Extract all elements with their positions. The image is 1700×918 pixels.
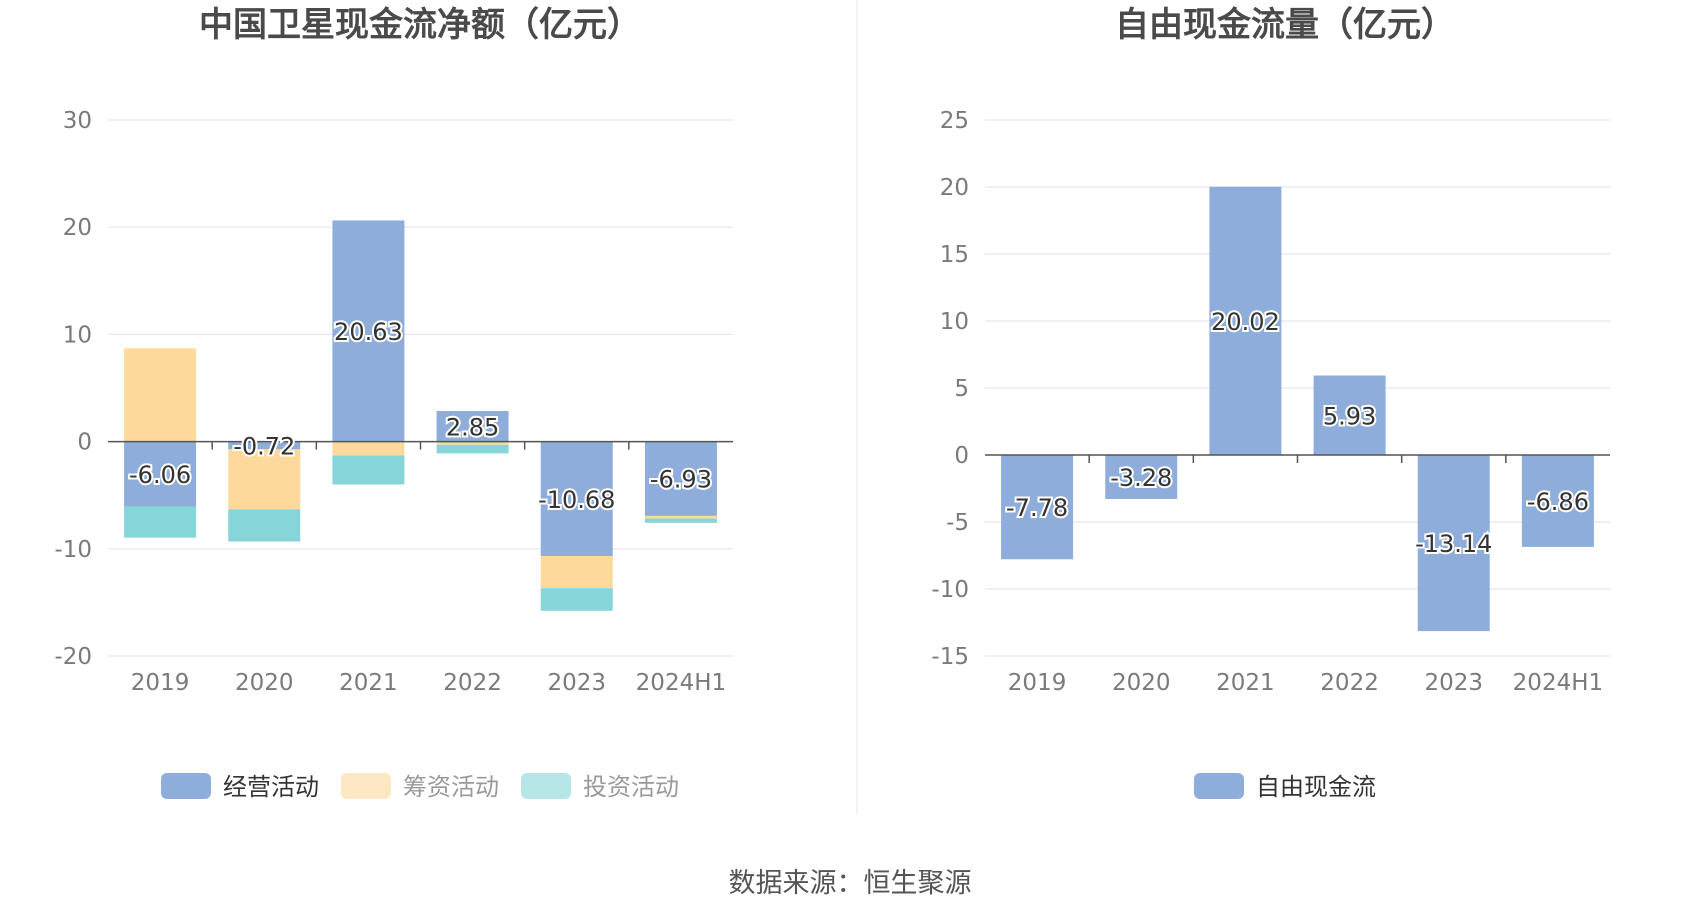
data-label: -3.28 bbox=[1110, 464, 1172, 492]
y-tick-label: 20 bbox=[940, 175, 969, 201]
x-tick-label: 2021 bbox=[1216, 670, 1275, 696]
legend-label-自由现金流[interactable]: 自由现金流 bbox=[1256, 773, 1376, 801]
data-label: -6.06 bbox=[129, 461, 191, 489]
bar-投资活动-2021[interactable] bbox=[332, 455, 405, 485]
bar-自由现金流-2024H1[interactable] bbox=[1521, 455, 1594, 547]
bar-筹资活动-2023[interactable] bbox=[540, 556, 613, 589]
data-label: 20.63 bbox=[334, 318, 403, 346]
y-tick-label: 5 bbox=[954, 376, 969, 402]
y-tick-label: 15 bbox=[940, 242, 969, 268]
y-tick-label: -10 bbox=[931, 577, 969, 603]
legend-swatch-筹资活动[interactable] bbox=[341, 773, 391, 799]
y-tick-label: -15 bbox=[931, 644, 969, 670]
bar-自由现金流-2023[interactable] bbox=[1417, 455, 1490, 632]
x-tick-label: 2024H1 bbox=[1513, 670, 1603, 696]
bar-投资活动-2022[interactable] bbox=[436, 444, 509, 454]
data-label: 5.93 bbox=[1323, 402, 1376, 430]
y-tick-label: 20 bbox=[63, 215, 92, 241]
data-label: -7.78 bbox=[1006, 494, 1068, 522]
bar-自由现金流-2020[interactable] bbox=[1105, 455, 1178, 499]
x-tick-label: 2024H1 bbox=[636, 670, 726, 696]
legend-label-经营活动[interactable]: 经营活动 bbox=[223, 773, 319, 801]
bar-经营活动-2019[interactable] bbox=[124, 441, 197, 507]
bar-筹资活动-2019[interactable] bbox=[124, 348, 197, 442]
x-tick-label: 2023 bbox=[547, 670, 606, 696]
bar-筹资活动-2024H1[interactable] bbox=[644, 515, 717, 519]
y-tick-label: 0 bbox=[954, 443, 969, 469]
y-tick-label: 25 bbox=[940, 108, 969, 134]
y-tick-label: -5 bbox=[946, 510, 969, 536]
x-tick-label: 2022 bbox=[1320, 670, 1379, 696]
data-label: 2.85 bbox=[446, 413, 499, 441]
bar-经营活动-2022[interactable] bbox=[436, 411, 509, 442]
data-label: -6.93 bbox=[650, 466, 712, 494]
y-tick-label: -10 bbox=[54, 537, 92, 563]
bar-投资活动-2020[interactable] bbox=[228, 509, 301, 542]
data-label: -6.86 bbox=[1527, 488, 1589, 516]
bar-投资活动-2023[interactable] bbox=[540, 588, 613, 611]
bar-自由现金流-2022[interactable] bbox=[1313, 375, 1386, 455]
data-label: -0.72 bbox=[233, 432, 295, 460]
data-source-label: 数据来源：恒生聚源 bbox=[729, 868, 972, 899]
bar-自由现金流-2021[interactable] bbox=[1209, 186, 1282, 455]
x-tick-label: 2020 bbox=[1112, 670, 1171, 696]
x-tick-label: 2023 bbox=[1424, 670, 1483, 696]
data-label: -13.14 bbox=[1415, 530, 1492, 558]
y-tick-label: 30 bbox=[63, 108, 92, 134]
y-tick-label: 0 bbox=[77, 430, 92, 456]
x-tick-label: 2019 bbox=[131, 670, 190, 696]
chart-title-2: 自由现金流量（亿元） bbox=[1115, 5, 1455, 45]
data-label: 20.02 bbox=[1211, 308, 1280, 336]
x-tick-label: 2020 bbox=[235, 670, 294, 696]
bar-自由现金流-2019[interactable] bbox=[1001, 455, 1074, 560]
y-tick-label: 10 bbox=[63, 322, 92, 348]
bar-投资活动-2019[interactable] bbox=[124, 506, 197, 538]
x-tick-label: 2021 bbox=[339, 670, 398, 696]
legend-swatch-经营活动[interactable] bbox=[161, 773, 211, 799]
bar-筹资活动-2020[interactable] bbox=[228, 449, 301, 510]
bar-经营活动-2023[interactable] bbox=[540, 441, 613, 557]
x-tick-label: 2019 bbox=[1008, 670, 1067, 696]
bar-经营活动-2024H1[interactable] bbox=[644, 441, 717, 516]
bar-经营活动-2021[interactable] bbox=[332, 220, 405, 442]
bar-投资活动-2024H1[interactable] bbox=[644, 518, 717, 523]
x-tick-label: 2022 bbox=[443, 670, 502, 696]
bar-筹资活动-2022[interactable] bbox=[436, 441, 509, 445]
y-tick-label: 10 bbox=[940, 309, 969, 335]
y-tick-label: -20 bbox=[54, 644, 92, 670]
data-label: -10.68 bbox=[538, 486, 615, 514]
bar-经营活动-2020[interactable] bbox=[228, 441, 301, 450]
chart-title-1: 中国卫星现金流净额（亿元） bbox=[199, 5, 641, 45]
bar-筹资活动-2021[interactable] bbox=[332, 441, 405, 456]
legend-swatch-自由现金流[interactable] bbox=[1194, 773, 1244, 799]
legend-label-投资活动[interactable]: 投资活动 bbox=[583, 773, 679, 801]
legend-label-筹资活动[interactable]: 筹资活动 bbox=[403, 773, 499, 801]
legend-swatch-投资活动[interactable] bbox=[521, 773, 571, 799]
